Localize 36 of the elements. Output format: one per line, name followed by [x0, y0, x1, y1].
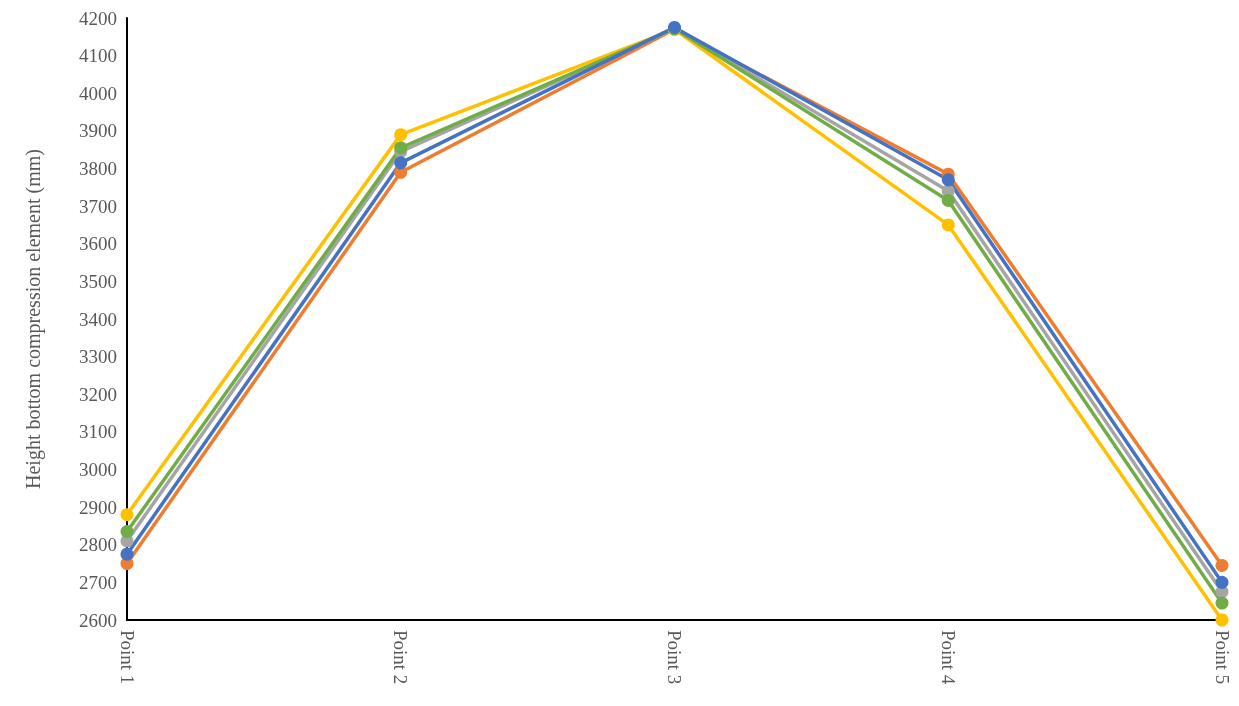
point	[1215, 575, 1229, 589]
y-tick-label: 3700	[79, 195, 117, 217]
y-tick-label: 3300	[79, 346, 117, 368]
y-tick-label: 4100	[79, 45, 117, 67]
point	[394, 156, 408, 170]
x-tick-label: Point 5	[1211, 630, 1233, 685]
point	[120, 508, 134, 522]
y-tick-label: 2800	[79, 534, 117, 556]
point	[394, 141, 408, 155]
y-tick-label: 3900	[79, 120, 117, 142]
x-tick-label: Point 2	[390, 630, 412, 685]
y-tick-label: 3800	[79, 158, 117, 179]
y-tick-label: 3000	[79, 459, 117, 480]
y-tick-label: 2900	[79, 496, 117, 518]
y-tick-label: 4200	[79, 7, 117, 29]
point	[394, 128, 408, 142]
y-tick-label: 3500	[79, 270, 117, 292]
x-tick-label: Point 1	[116, 630, 138, 685]
y-tick-label: 3200	[79, 383, 117, 405]
point	[941, 218, 955, 232]
y-tick-label: 3100	[79, 421, 117, 443]
x-tick-label: Point 4	[937, 630, 959, 685]
point	[1215, 596, 1229, 610]
point	[941, 193, 955, 207]
x-tick-label: Point 3	[664, 630, 685, 685]
point	[1215, 558, 1229, 572]
point	[120, 525, 134, 539]
point	[1215, 613, 1229, 627]
y-tick-label: 3600	[79, 233, 117, 255]
y-tick-label: 2600	[79, 609, 117, 631]
point	[941, 173, 955, 187]
y-axis-title: Height bottom compression element (mm)	[22, 149, 45, 489]
point	[120, 547, 134, 561]
y-tick-label: 2700	[79, 571, 117, 593]
y-tick-label: 4000	[79, 82, 117, 104]
y-tick-label: 3400	[79, 308, 117, 330]
